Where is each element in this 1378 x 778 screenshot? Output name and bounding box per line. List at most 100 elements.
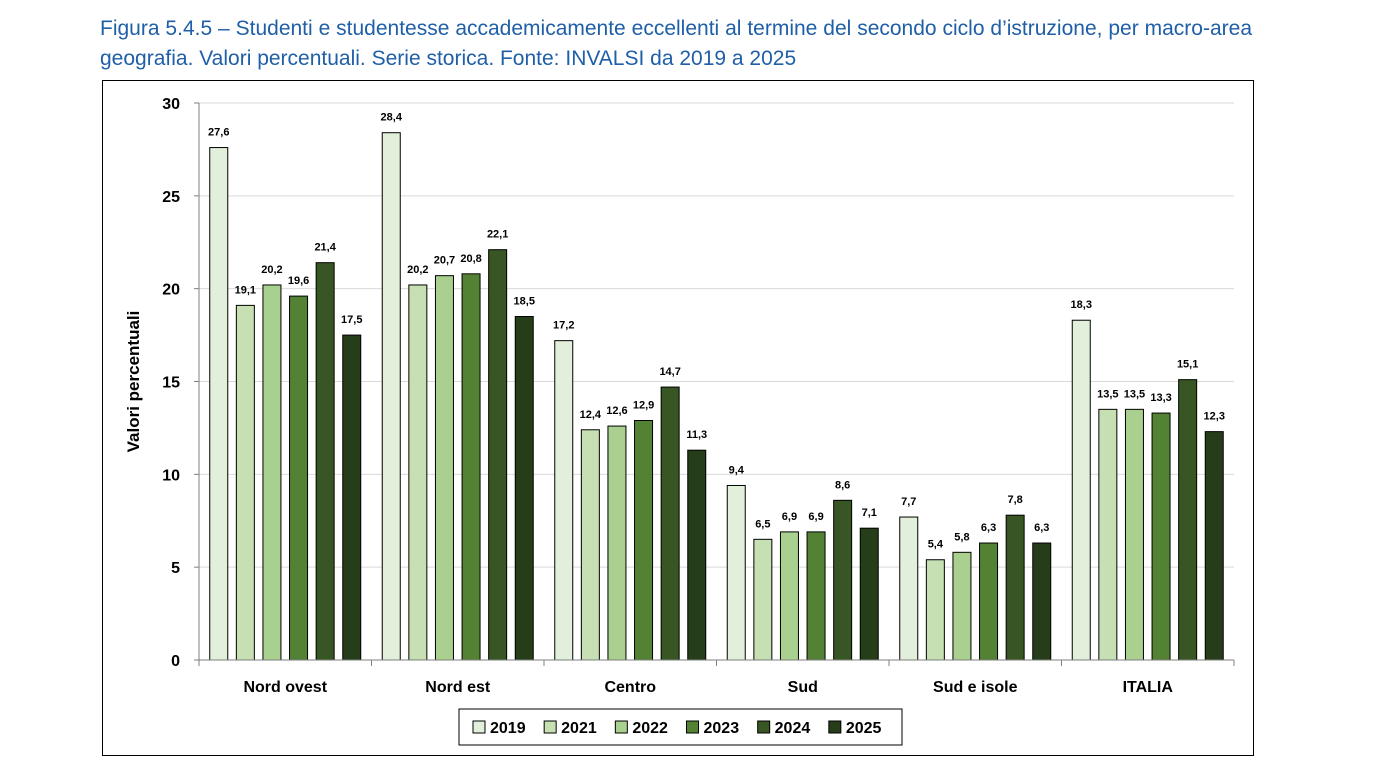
- y-tick-label: 0: [171, 653, 180, 670]
- y-tick-label: 15: [162, 375, 180, 392]
- data-label: 21,4: [314, 242, 336, 254]
- x-category-label: Nord ovest: [243, 679, 327, 696]
- legend-label: 2025: [846, 720, 882, 737]
- bar-2024: [833, 499, 853, 661]
- data-label: 18,5: [514, 296, 535, 308]
- data-label: 11,3: [686, 429, 707, 441]
- data-label: 7,7: [901, 496, 916, 508]
- legend-label: 2022: [632, 720, 668, 737]
- legend-label: 2024: [775, 720, 811, 737]
- bar-2019: [209, 147, 229, 661]
- bar-2021: [408, 284, 428, 661]
- bar-2022: [1124, 408, 1144, 661]
- data-label: 6,9: [782, 511, 797, 523]
- bar-2025: [1032, 542, 1052, 661]
- x-category-label: Centro: [604, 679, 656, 696]
- legend: 2019 2021 2022 2023 2024 2025: [458, 708, 903, 746]
- bar-2022: [779, 531, 799, 661]
- y-tick-label: 20: [162, 282, 180, 299]
- data-label: 17,2: [553, 320, 574, 332]
- data-label: 20,2: [261, 264, 282, 276]
- bar-2024: [315, 262, 335, 661]
- data-label: 15,1: [1177, 359, 1198, 371]
- data-label: 19,6: [288, 275, 309, 287]
- data-label: 12,6: [606, 405, 627, 417]
- data-label: 6,3: [981, 522, 996, 534]
- data-label: 6,9: [808, 511, 823, 523]
- x-category-label: Nord est: [425, 679, 491, 696]
- legend-swatch-2025: [828, 720, 842, 734]
- bars: [209, 132, 1224, 661]
- axes: 0 5 10 15 20 25 30 Valori percentuali Nord ovest…: [124, 96, 1235, 696]
- bar-2023: [1151, 412, 1171, 661]
- y-tick-label: 5: [171, 560, 180, 577]
- legend-swatch-2023: [686, 720, 699, 734]
- bar-2024: [660, 386, 680, 661]
- data-label: 6,5: [755, 518, 770, 530]
- legend-swatch-2019: [472, 720, 486, 734]
- bar-2022: [607, 425, 627, 661]
- bar-2025: [342, 334, 362, 661]
- y-tick-label: 10: [162, 467, 180, 484]
- data-label: 17,5: [341, 314, 362, 326]
- data-label: 13,3: [1150, 392, 1171, 404]
- bar-2025: [859, 527, 879, 661]
- data-label: 20,2: [407, 264, 428, 276]
- data-label: 13,5: [1097, 388, 1118, 400]
- bar-2022: [952, 551, 972, 661]
- y-tick-label: 30: [162, 96, 180, 113]
- bar-2023: [289, 295, 309, 661]
- bar-2022: [434, 275, 454, 661]
- chart-frame: [102, 80, 1254, 756]
- data-label: 12,9: [633, 399, 654, 411]
- data-label: 20,8: [460, 253, 481, 265]
- data-label: 7,8: [1008, 494, 1023, 506]
- figure-caption: Figura 5.4.5 – Studenti e studentesse ac…: [100, 17, 1252, 70]
- legend-label: 2021: [561, 720, 597, 737]
- bar-2023: [979, 542, 999, 661]
- data-label: 27,6: [208, 127, 229, 139]
- data-label: 7,1: [862, 507, 877, 519]
- data-label: 20,7: [434, 255, 455, 267]
- x-category-label: Sud: [788, 679, 818, 696]
- data-label: 9,4: [729, 464, 745, 476]
- bar-2019: [381, 132, 401, 661]
- bar-2022: [262, 284, 282, 661]
- x-category-label: ITALIA: [1123, 679, 1174, 696]
- x-category-label: Sud e isole: [933, 679, 1018, 696]
- bar-2019: [726, 484, 746, 661]
- data-label: 19,1: [235, 284, 256, 296]
- legend-swatch-2022: [614, 720, 628, 734]
- data-label: 12,3: [1204, 411, 1225, 423]
- legend-swatch-2024: [757, 720, 771, 734]
- bar-2023: [806, 531, 826, 661]
- data-label: 28,4: [381, 112, 403, 124]
- bar-2025: [687, 449, 707, 661]
- data-label: 18,3: [1071, 299, 1092, 311]
- data-label: 8,6: [835, 479, 850, 491]
- bar-2024: [488, 249, 508, 661]
- bar-2023: [461, 273, 481, 661]
- data-label: 5,8: [954, 531, 969, 543]
- bar-2024: [1005, 514, 1025, 661]
- y-tick-label: 25: [162, 189, 180, 206]
- data-label: 5,4: [928, 539, 944, 551]
- legend-swatch-2021: [543, 720, 557, 734]
- bar-2019: [899, 516, 919, 661]
- bar-2023: [634, 419, 654, 661]
- bar-2021: [235, 304, 255, 661]
- data-labels: 27,6 19,1 20,2 19,6 21,4 17,5 28,4 20,2 20,7 20,8…: [208, 112, 1225, 551]
- bar-2019: [1071, 319, 1091, 661]
- data-label: 13,5: [1124, 388, 1145, 400]
- data-label: 22,1: [487, 229, 508, 241]
- bar-2021: [925, 559, 945, 661]
- legend-label: 2019: [490, 720, 526, 737]
- bar-2025: [514, 316, 534, 661]
- legend-label: 2023: [704, 720, 740, 737]
- legend-box: [458, 708, 903, 746]
- bar-2019: [554, 340, 574, 661]
- bar-2021: [580, 429, 600, 661]
- data-label: 14,7: [659, 366, 680, 378]
- gridlines: [199, 102, 1234, 568]
